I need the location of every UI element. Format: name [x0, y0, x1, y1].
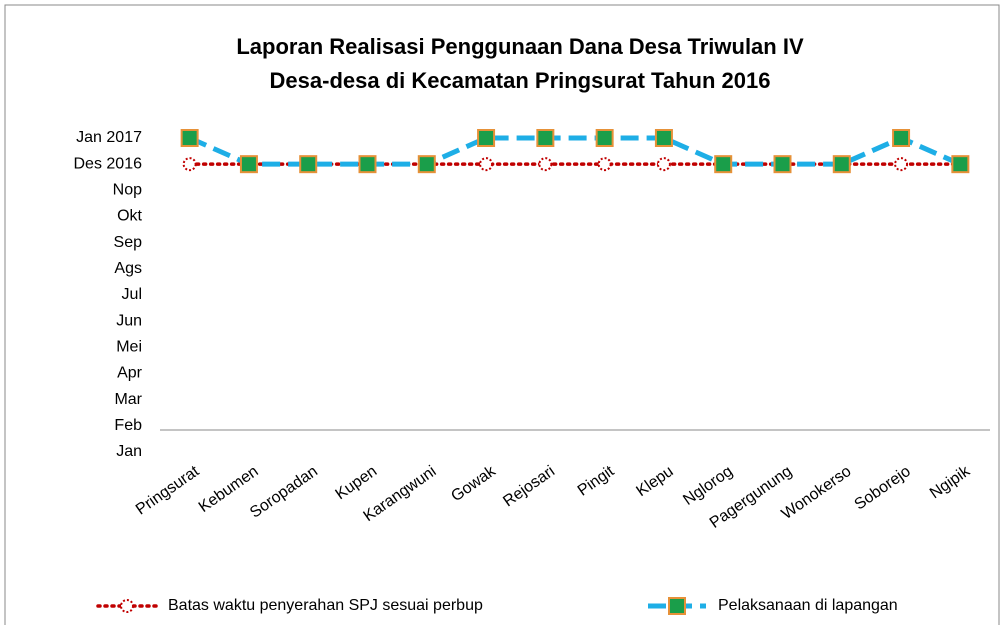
chart-frame [4, 4, 1000, 625]
y-tick-label: Nop [113, 182, 142, 199]
marker [597, 157, 612, 172]
marker [239, 155, 258, 174]
legend-label: Pelaksanaan di lapangan [718, 597, 898, 614]
y-tick-label: Jan [116, 443, 142, 460]
chart-title: Laporan Realisasi Penggunaan Dana Desa T… [236, 34, 804, 59]
y-tick-label: Des 2016 [74, 155, 143, 172]
y-tick-label: Sep [114, 234, 143, 251]
marker [595, 129, 614, 147]
y-tick-label: Jan 2017 [76, 129, 142, 146]
marker [832, 155, 851, 174]
marker [656, 157, 671, 172]
y-tick-label: Mar [114, 391, 142, 408]
marker [538, 157, 553, 172]
y-tick-label: Ags [114, 260, 142, 277]
y-tick-label: Apr [117, 365, 143, 382]
y-tick-label: Feb [114, 417, 142, 434]
series-line [188, 135, 962, 167]
marker [951, 155, 970, 174]
marker [654, 129, 673, 147]
y-tick-label: Mei [116, 339, 142, 356]
y-tick-label: Jul [122, 286, 142, 303]
marker [479, 157, 494, 172]
marker [358, 155, 377, 174]
marker [536, 129, 555, 147]
marker [417, 155, 436, 174]
marker [894, 157, 909, 172]
y-tick-label: Jun [116, 312, 142, 329]
legend-label: Batas waktu penyerahan SPJ sesuai perbup [168, 597, 483, 614]
marker [714, 155, 733, 174]
marker [180, 129, 199, 147]
marker [773, 155, 792, 174]
marker [182, 157, 197, 172]
y-tick-label: Okt [117, 208, 142, 225]
marker [120, 599, 134, 613]
marker [892, 129, 911, 147]
chart-title: Desa-desa di Kecamatan Pringsurat Tahun … [270, 68, 771, 93]
marker [477, 129, 496, 147]
marker [299, 155, 318, 174]
marker [668, 597, 686, 615]
